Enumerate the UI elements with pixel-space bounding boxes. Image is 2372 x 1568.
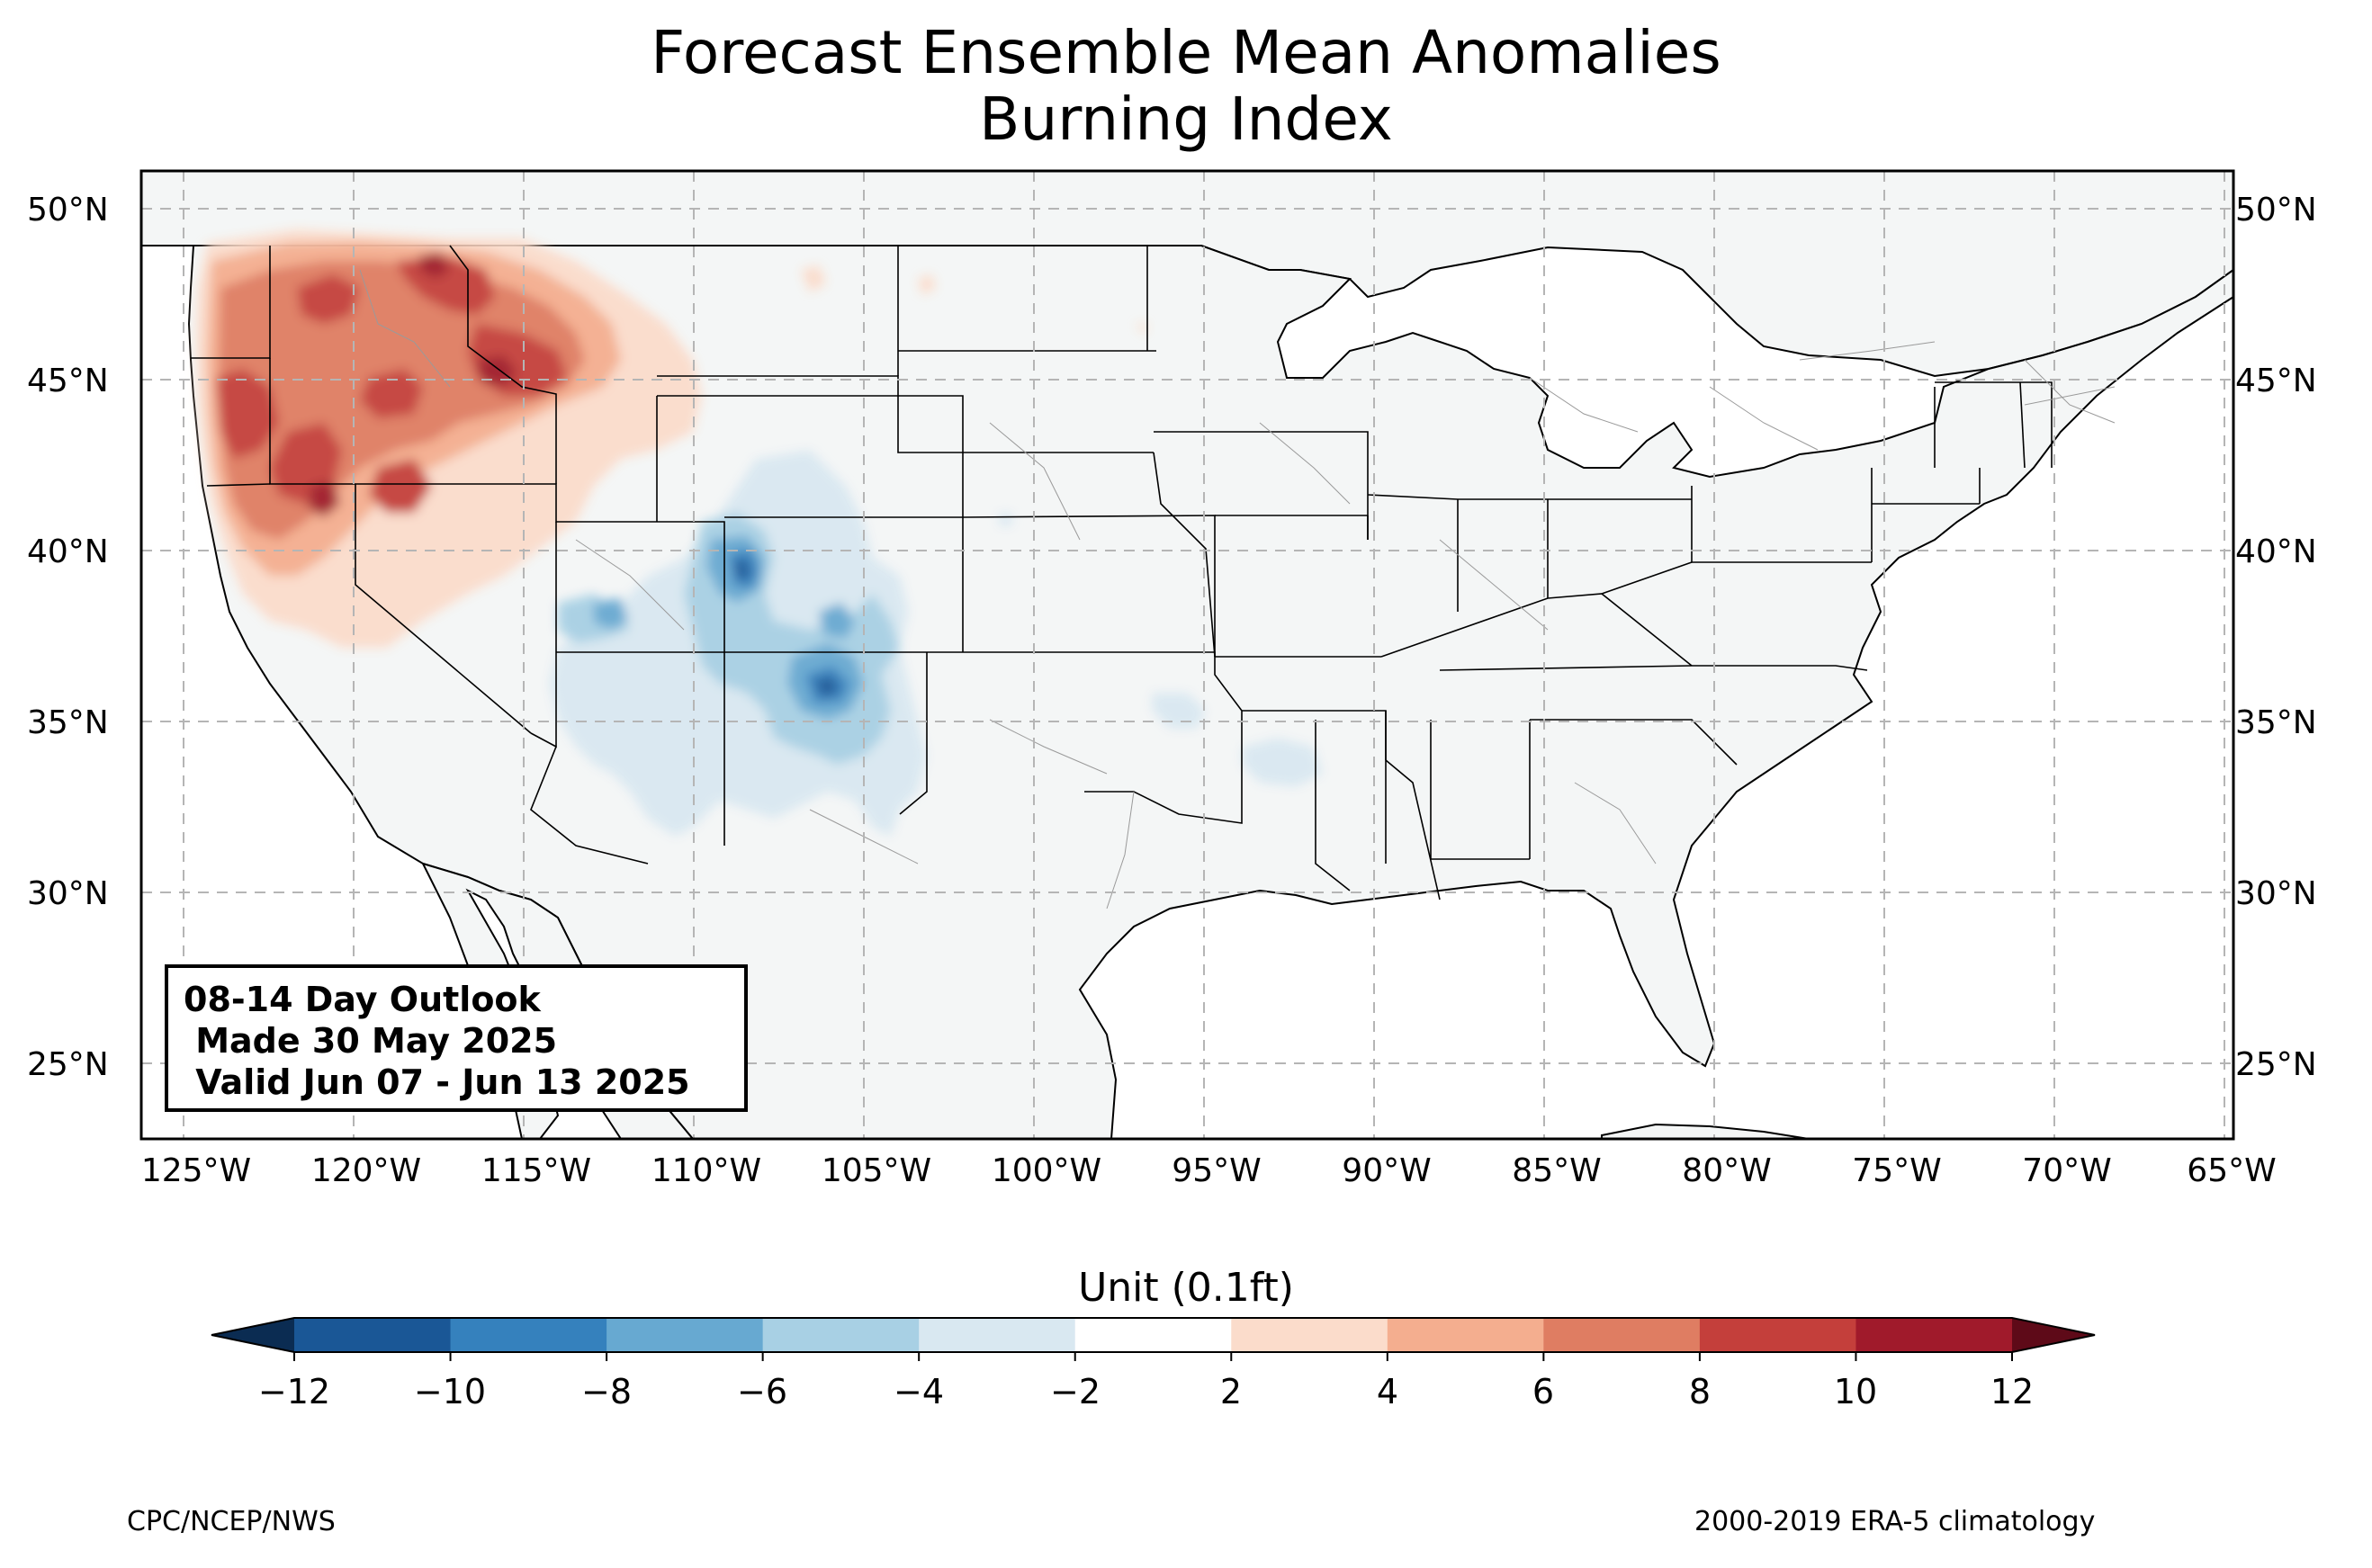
lon-label: 75°W bbox=[1852, 1152, 1942, 1189]
colorbar bbox=[211, 1317, 2096, 1361]
lat-label-left: 45°N bbox=[27, 363, 109, 399]
colorbar-segment bbox=[294, 1318, 452, 1352]
lat-label-left: 30°N bbox=[27, 875, 109, 912]
chart-title: Forecast Ensemble Mean Anomalies bbox=[651, 18, 1721, 87]
climatology-note: 2000-2019 ERA-5 climatology bbox=[1694, 1506, 2096, 1537]
lon-label: 70°W bbox=[2022, 1152, 2112, 1189]
outlook-info-box: 08-14 Day Outlook Made 30 May 2025 Valid… bbox=[165, 964, 748, 1112]
anomaly-negative-10to12 bbox=[733, 560, 839, 697]
anomaly-negative-6to8 bbox=[594, 535, 864, 720]
lon-label: 120°W bbox=[310, 1152, 422, 1189]
lat-label-left: 40°N bbox=[27, 533, 109, 570]
colorbar-segment bbox=[1074, 1318, 1232, 1352]
lon-label: 105°W bbox=[821, 1152, 932, 1189]
state-borders bbox=[191, 245, 2053, 900]
anomaly-positive-8to10 bbox=[216, 256, 567, 513]
colorbar-over-arrow bbox=[2012, 1318, 2095, 1352]
lat-label-right: 40°N bbox=[2235, 533, 2317, 570]
colorbar-tick-label: −10 bbox=[413, 1372, 487, 1411]
lat-label-right: 25°N bbox=[2235, 1046, 2317, 1083]
cuba-land bbox=[1601, 1123, 1810, 1139]
lon-label: 125°W bbox=[140, 1152, 252, 1189]
colorbar-segment bbox=[1855, 1318, 2013, 1352]
outlook-made-date: Made 30 May 2025 bbox=[184, 1021, 558, 1061]
colorbar-segment bbox=[1231, 1318, 1388, 1352]
colorbar-tick-label: 4 bbox=[1376, 1372, 1399, 1411]
anomaly-positive-10to12 bbox=[309, 252, 517, 517]
colorbar-tick-label: −6 bbox=[736, 1372, 788, 1411]
lon-label: 80°W bbox=[1682, 1152, 1772, 1189]
source-credit: CPC/NCEP/NWS bbox=[127, 1506, 336, 1537]
outlook-valid-range: Valid Jun 07 - Jun 13 2025 bbox=[184, 1062, 690, 1102]
anomaly-field bbox=[196, 229, 1323, 837]
colorbar-tick-label: 12 bbox=[1990, 1372, 2035, 1411]
lat-label-right: 35°N bbox=[2235, 704, 2317, 741]
colorbar-tick-label: 6 bbox=[1532, 1372, 1555, 1411]
county-lines bbox=[359, 269, 2116, 909]
colorbar-segment bbox=[762, 1318, 920, 1352]
colorbar-tick-label: −8 bbox=[580, 1372, 633, 1411]
lat-label-left: 50°N bbox=[27, 192, 109, 228]
lat-label-right: 50°N bbox=[2235, 192, 2317, 228]
colorbar-segment bbox=[606, 1318, 764, 1352]
colorbar-tick-label: −2 bbox=[1049, 1372, 1101, 1411]
colorbar-segment bbox=[1387, 1318, 1544, 1352]
lat-label-right: 30°N bbox=[2235, 875, 2317, 912]
lat-label-left: 35°N bbox=[27, 704, 109, 741]
colorbar-tick-label: 2 bbox=[1219, 1372, 1243, 1411]
lat-label-left: 25°N bbox=[27, 1046, 109, 1083]
lon-label: 115°W bbox=[481, 1152, 592, 1189]
colorbar-tick-label: 8 bbox=[1688, 1372, 1712, 1411]
chart-subtitle: Burning Index bbox=[979, 85, 1393, 154]
map-frame bbox=[139, 169, 2235, 1141]
lat-label-right: 45°N bbox=[2235, 363, 2317, 399]
colorbar-segment bbox=[1543, 1318, 1701, 1352]
colorbar-label: Unit (0.1ft) bbox=[1078, 1265, 1294, 1311]
lon-label: 100°W bbox=[991, 1152, 1102, 1189]
colorbar-tick-label: −4 bbox=[893, 1372, 945, 1411]
colorbar-segment bbox=[450, 1318, 607, 1352]
lon-label: 90°W bbox=[1342, 1152, 1432, 1189]
colorbar-segment bbox=[1699, 1318, 1856, 1352]
colorbar-tick-label: −12 bbox=[257, 1372, 331, 1411]
lon-label: 95°W bbox=[1172, 1152, 1262, 1189]
lon-label: 110°W bbox=[651, 1152, 762, 1189]
lon-label: 85°W bbox=[1512, 1152, 1602, 1189]
outlook-period: 08-14 Day Outlook bbox=[184, 980, 541, 1019]
colorbar-segment bbox=[919, 1318, 1076, 1352]
lon-label: 65°W bbox=[2187, 1152, 2277, 1189]
colorbar-tick-label: 10 bbox=[1833, 1372, 1878, 1411]
colorbar-under-arrow bbox=[211, 1318, 294, 1352]
